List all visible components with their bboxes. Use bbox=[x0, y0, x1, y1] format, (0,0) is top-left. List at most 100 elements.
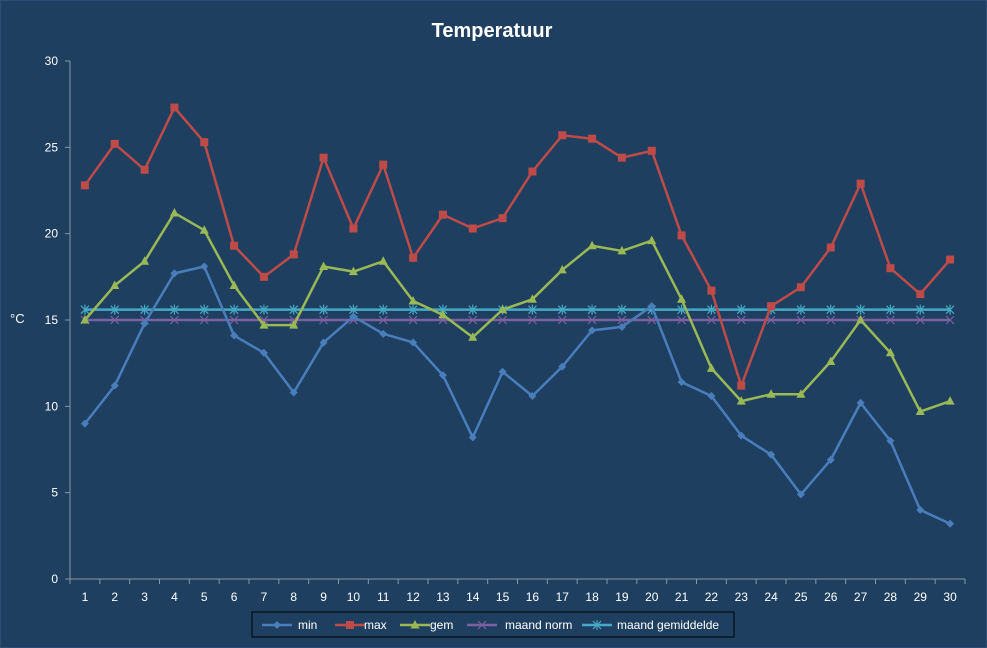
x-tick-label: 23 bbox=[735, 590, 749, 604]
data-point-maand-gemiddelde bbox=[826, 304, 836, 315]
data-point-maand-norm bbox=[796, 315, 806, 325]
data-point-maand-norm bbox=[766, 315, 776, 325]
data-point-maand-gemiddelde bbox=[796, 304, 806, 315]
data-point-maand-norm bbox=[706, 315, 716, 325]
data-point-min bbox=[796, 490, 805, 499]
data-point-gem bbox=[289, 320, 299, 329]
data-point-min bbox=[379, 329, 388, 338]
data-point-maand-norm bbox=[677, 315, 687, 325]
data-point-max bbox=[230, 241, 239, 250]
data-point-max bbox=[319, 153, 328, 162]
data-point-max bbox=[80, 181, 89, 190]
data-point-min bbox=[259, 348, 268, 357]
data-point-gem bbox=[229, 280, 239, 289]
data-point-maand-norm bbox=[885, 315, 895, 325]
data-point-maand-gemiddelde bbox=[229, 304, 239, 315]
data-point-maand-gemiddelde bbox=[915, 304, 925, 315]
x-tick-label: 17 bbox=[556, 590, 570, 604]
data-point-max bbox=[558, 131, 567, 140]
data-point-gem bbox=[378, 256, 388, 265]
y-tick-label: 30 bbox=[45, 54, 59, 68]
data-point-maand-norm bbox=[408, 315, 418, 325]
data-point-max bbox=[170, 103, 179, 112]
data-point-maand-norm bbox=[647, 315, 657, 325]
x-tick-label: 24 bbox=[764, 590, 778, 604]
x-tick-label: 25 bbox=[794, 590, 808, 604]
data-point-maand-gemiddelde bbox=[856, 304, 866, 315]
data-point-maand-gemiddelde bbox=[110, 304, 120, 315]
data-point-min bbox=[409, 338, 418, 347]
data-point-gem bbox=[826, 356, 836, 365]
data-point-min bbox=[617, 322, 626, 331]
data-point-min bbox=[886, 436, 895, 445]
series-line-max bbox=[83, 106, 952, 387]
x-tick-label: 29 bbox=[914, 590, 928, 604]
data-point-maand-norm bbox=[110, 315, 120, 325]
data-point-gem bbox=[80, 315, 90, 324]
x-tick-label: 28 bbox=[884, 590, 898, 604]
data-point-min bbox=[946, 519, 955, 528]
data-point-gem bbox=[885, 347, 895, 357]
data-point-max bbox=[916, 290, 925, 299]
data-point-maand-norm bbox=[826, 315, 836, 325]
data-point-maand-gemiddelde bbox=[587, 304, 597, 315]
x-tick-label: 6 bbox=[231, 590, 238, 604]
data-point-min bbox=[230, 331, 239, 340]
legend: min max gem maand norm maand gemiddelde bbox=[251, 611, 735, 638]
data-point-min bbox=[528, 391, 537, 400]
data-point-gem bbox=[766, 389, 776, 398]
data-point-max bbox=[468, 224, 477, 233]
data-point-max bbox=[409, 253, 418, 262]
data-point-gem bbox=[319, 261, 329, 270]
data-point-gem bbox=[498, 304, 508, 314]
data-point-max bbox=[289, 250, 298, 259]
data-point-gem bbox=[527, 294, 537, 303]
data-point-min bbox=[80, 419, 89, 428]
data-point-max bbox=[140, 165, 149, 174]
data-point-gem bbox=[736, 396, 746, 405]
data-point-maand-norm bbox=[617, 315, 627, 325]
y-tick-label: 25 bbox=[45, 140, 59, 154]
data-point-maand-gemiddelde bbox=[408, 304, 418, 315]
data-point-maand-norm bbox=[557, 315, 567, 325]
x-tick-label: 1 bbox=[82, 590, 89, 604]
x-tick-label: 2 bbox=[111, 590, 118, 604]
data-point-min bbox=[856, 398, 865, 407]
legend-swatch-marker bbox=[273, 621, 281, 629]
series-maand-gemiddelde bbox=[80, 304, 955, 315]
y-tick-label: 10 bbox=[45, 399, 59, 413]
x-tick-label: 20 bbox=[645, 590, 659, 604]
data-point-gem bbox=[199, 225, 209, 234]
data-point-gem bbox=[348, 266, 358, 276]
data-point-gem bbox=[557, 264, 567, 274]
data-point-maand-gemiddelde bbox=[259, 304, 269, 315]
data-point-max bbox=[498, 214, 507, 223]
data-point-min bbox=[498, 367, 507, 376]
data-point-max bbox=[707, 286, 716, 295]
data-point-min bbox=[170, 269, 179, 278]
data-point-maand-gemiddelde bbox=[289, 304, 299, 315]
legend-item-max: max bbox=[335, 618, 387, 632]
data-point-max bbox=[826, 243, 835, 252]
data-point-gem bbox=[140, 256, 150, 265]
data-point-min bbox=[349, 312, 358, 321]
data-point-max bbox=[438, 210, 447, 219]
data-point-gem bbox=[945, 396, 955, 405]
data-point-gem bbox=[856, 315, 866, 324]
x-tick-label: 19 bbox=[615, 590, 629, 604]
data-point-max bbox=[588, 134, 597, 143]
data-point-min bbox=[140, 319, 149, 328]
data-point-max bbox=[647, 146, 656, 155]
data-point-maand-norm bbox=[498, 315, 508, 325]
data-point-gem bbox=[468, 332, 478, 341]
data-point-maand-gemiddelde bbox=[945, 304, 955, 315]
legend-item-min: min bbox=[262, 618, 317, 632]
legend-label: min bbox=[298, 618, 317, 632]
y-axis-label: °C bbox=[10, 311, 25, 326]
series-max bbox=[80, 103, 955, 390]
data-point-max bbox=[259, 272, 268, 281]
x-tick-label: 9 bbox=[320, 590, 327, 604]
data-point-min bbox=[707, 391, 716, 400]
series-layer bbox=[80, 103, 955, 528]
